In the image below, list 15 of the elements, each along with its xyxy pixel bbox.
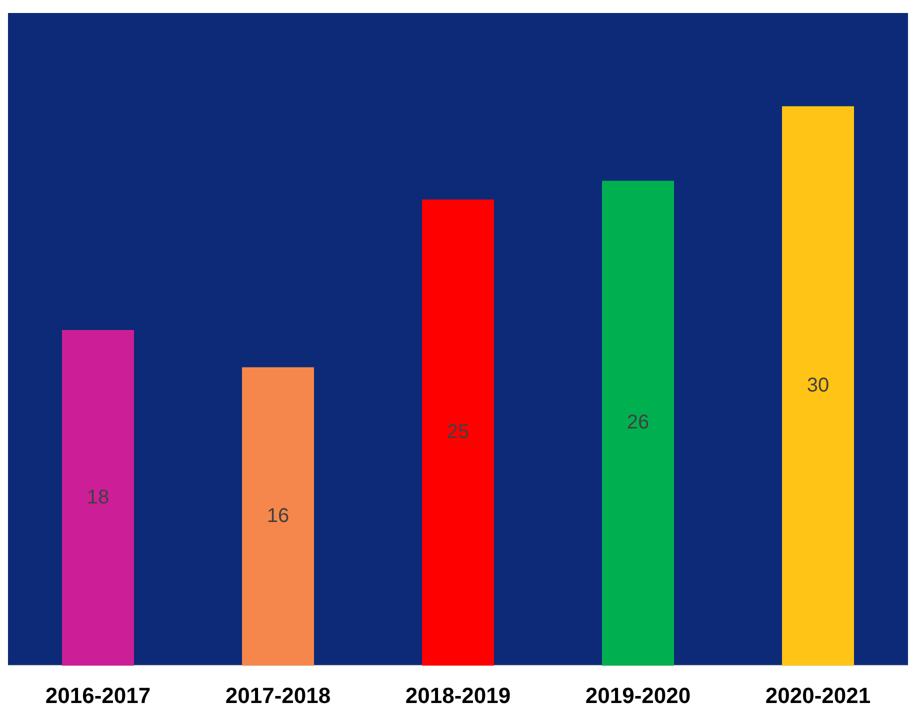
data-label: 18 — [86, 486, 110, 508]
data-label: 16 — [266, 504, 290, 527]
bar — [782, 106, 854, 666]
data-label: 30 — [806, 374, 830, 396]
x-tick-label: 2020-2021 — [765, 682, 871, 708]
x-tick-label: 2016-2017 — [45, 682, 151, 708]
x-tick-label: 2018-2019 — [405, 682, 511, 708]
data-label: 25 — [446, 421, 470, 444]
bar — [242, 367, 314, 666]
data-label: 26 — [626, 412, 650, 434]
x-tick-label: 2017-2018 — [225, 682, 331, 708]
x-tick-label: 2019-2020 — [585, 682, 691, 708]
bar — [602, 180, 674, 666]
bar — [422, 199, 494, 666]
bar — [62, 330, 134, 666]
